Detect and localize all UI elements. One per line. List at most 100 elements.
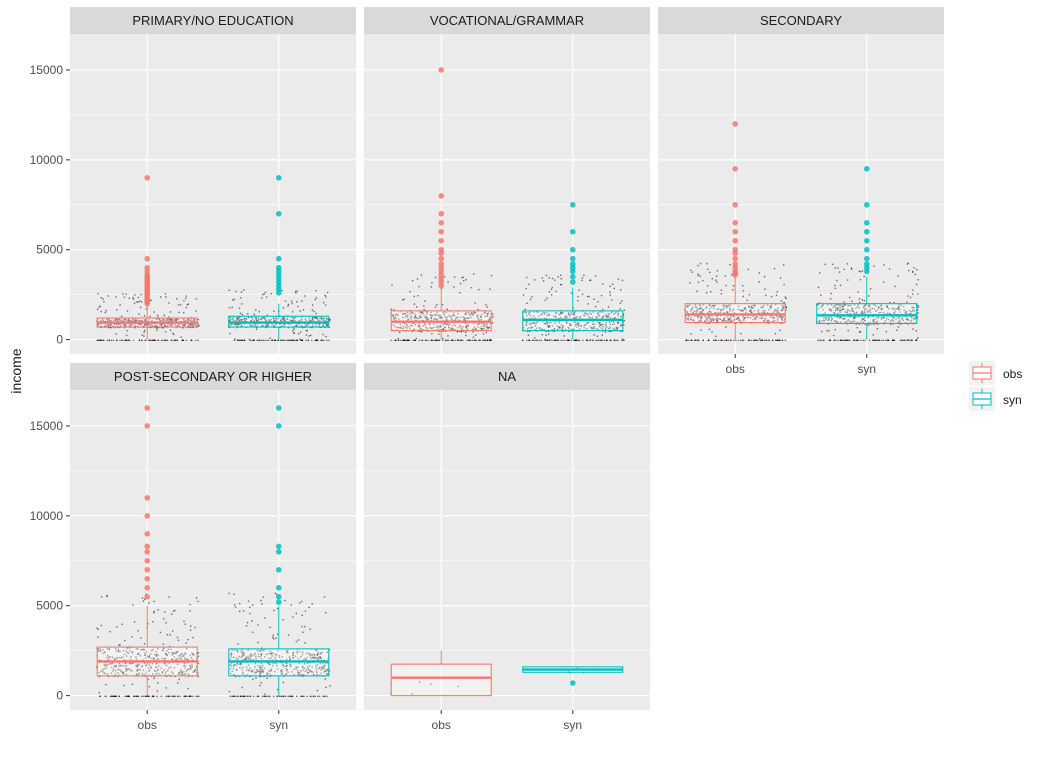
jitter-point <box>891 319 894 321</box>
jitter-point <box>608 321 611 324</box>
jitter-point <box>171 654 173 656</box>
jitter-point <box>233 656 235 658</box>
jitter-point <box>723 311 725 314</box>
outlier-obs <box>732 246 739 253</box>
facet-strip <box>364 7 650 34</box>
jitter-point <box>167 318 169 320</box>
jitter-point <box>100 650 102 652</box>
jitter-point <box>144 652 146 654</box>
jitter-point <box>577 324 580 327</box>
jitter-point <box>102 669 104 671</box>
jitter-point <box>270 653 272 655</box>
jitter-point <box>481 328 483 330</box>
jitter-point <box>774 310 776 312</box>
jitter-point <box>108 649 110 651</box>
jitter-point <box>575 323 577 325</box>
jitter-point <box>617 312 620 314</box>
jitter-point <box>311 326 313 329</box>
jitter-point <box>427 318 430 321</box>
jitter-point <box>255 671 258 673</box>
jitter-point <box>305 329 308 332</box>
jitter-point <box>260 653 262 655</box>
jitter-point <box>149 324 152 326</box>
jitter-point <box>834 305 836 308</box>
jitter-point <box>180 336 182 338</box>
jitter-point <box>147 695 149 697</box>
jitter-point <box>452 328 454 330</box>
jitter-point <box>702 279 704 282</box>
jitter-point <box>105 665 108 667</box>
jitter-point <box>190 625 192 627</box>
jitter-point <box>526 276 528 279</box>
jitter-point <box>834 320 836 322</box>
jitter-point <box>775 339 777 341</box>
jitter-point <box>276 664 278 667</box>
jitter-point <box>189 610 191 612</box>
jitter-point <box>689 282 691 284</box>
jitter-point <box>291 695 293 697</box>
jitter-point <box>566 322 568 324</box>
jitter-point <box>426 319 428 321</box>
jitter-point <box>534 279 536 281</box>
jitter-point <box>115 648 117 650</box>
jitter-point <box>235 320 237 322</box>
jitter-point <box>260 668 262 670</box>
jitter-point <box>404 326 407 328</box>
jitter-point <box>311 654 314 656</box>
jitter-point <box>424 326 427 328</box>
jitter-point <box>307 339 309 341</box>
jitter-point <box>768 319 770 322</box>
jitter-point <box>326 324 328 326</box>
jitter-point <box>286 669 288 671</box>
jitter-point <box>600 327 602 329</box>
jitter-point <box>706 306 708 308</box>
jitter-point <box>407 314 409 316</box>
jitter-point <box>894 307 896 310</box>
jitter-point <box>123 684 125 687</box>
jitter-point <box>294 320 296 322</box>
jitter-point <box>757 311 760 314</box>
jitter-point <box>154 670 156 672</box>
jitter-point <box>872 334 874 336</box>
jitter-point <box>291 302 293 305</box>
jitter-point <box>438 325 440 327</box>
jitter-point <box>774 303 777 306</box>
jitter-point <box>165 622 167 624</box>
jitter-point <box>173 695 175 697</box>
jitter-point <box>621 324 623 327</box>
jitter-point <box>100 320 102 322</box>
jitter-point <box>551 286 553 289</box>
jitter-point <box>235 657 238 659</box>
jitter-point <box>183 662 186 664</box>
jitter-point <box>543 328 546 331</box>
jitter-point <box>442 323 444 326</box>
jitter-point <box>169 634 171 636</box>
jitter-point <box>195 695 197 697</box>
jitter-point <box>562 339 564 341</box>
jitter-point <box>711 317 714 319</box>
jitter-point <box>558 322 560 324</box>
jitter-point <box>779 329 781 332</box>
jitter-point <box>318 324 321 326</box>
jitter-point <box>278 656 281 658</box>
jitter-point <box>713 304 716 307</box>
jitter-point <box>834 287 837 289</box>
jitter-point <box>877 316 879 318</box>
jitter-point <box>318 656 321 658</box>
jitter-point <box>308 317 311 319</box>
jitter-point <box>135 665 138 667</box>
jitter-point <box>297 673 300 676</box>
jitter-point <box>156 329 158 331</box>
jitter-point <box>718 308 720 310</box>
jitter-point <box>691 308 693 311</box>
jitter-point <box>478 323 481 325</box>
jitter-point <box>242 666 244 668</box>
jitter-point <box>260 654 262 656</box>
jitter-point <box>710 291 712 293</box>
jitter-point <box>269 673 271 675</box>
jitter-point <box>141 320 143 322</box>
jitter-point <box>743 308 745 310</box>
jitter-point <box>754 339 756 341</box>
jitter-point <box>179 671 182 673</box>
outlier-syn <box>863 166 870 172</box>
